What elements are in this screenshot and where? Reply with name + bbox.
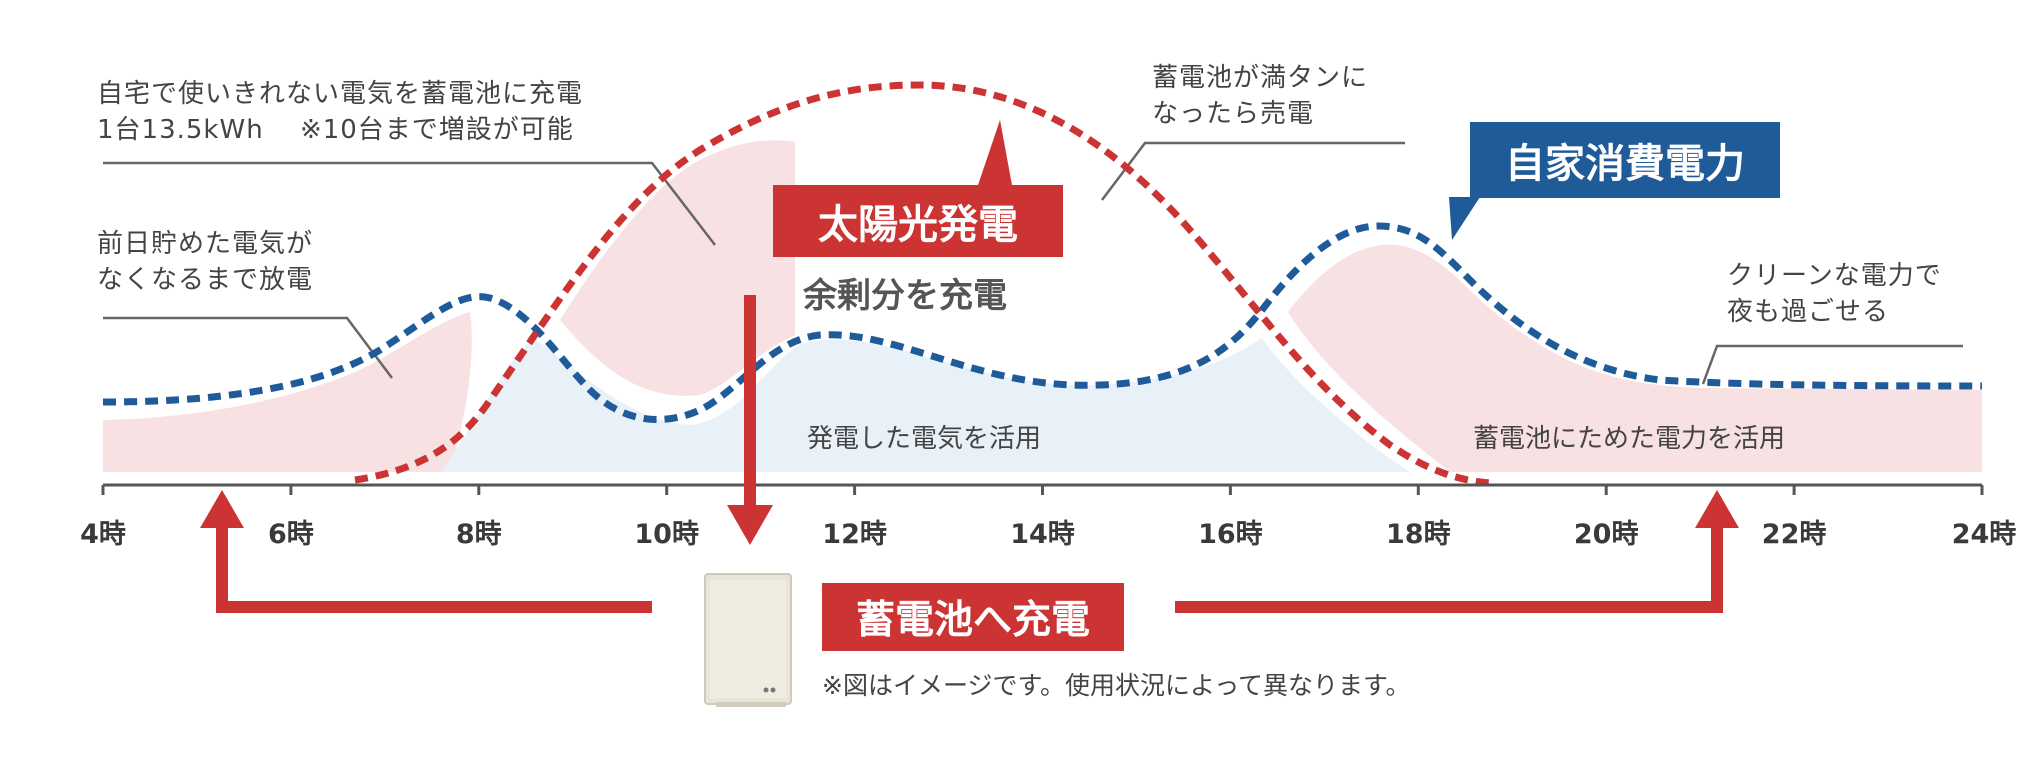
use-stored-label: 蓄電池にためた電力を活用 — [1473, 424, 1786, 454]
solar-badge: 太陽光発電 — [773, 185, 1063, 257]
battery-unit-icon — [704, 573, 792, 707]
solar-curve — [354, 81, 1491, 487]
surplus-charge-area — [560, 140, 795, 396]
consumption-badge: 自家消費電力 — [1470, 122, 1780, 198]
leader-clean-night — [1701, 344, 1963, 385]
clean-night-annotation: クリーンな電力で 夜も過ごせる — [1727, 261, 1942, 327]
left-flow-line — [216, 520, 652, 613]
right-flow-arrowhead — [1695, 490, 1739, 528]
generated-use-area — [440, 338, 1410, 472]
stored-use-area — [1288, 244, 1982, 472]
axis-tick-label: 14時 — [1010, 519, 1075, 550]
left-flow-arrowhead — [200, 490, 244, 528]
consumption-badge-pointer — [1449, 197, 1480, 240]
axis-tick-label: 6時 — [267, 519, 314, 550]
consumption-curve — [102, 222, 1983, 423]
use-generated-label: 発電した電気を活用 — [807, 424, 1042, 454]
morning-discharge-area — [103, 312, 472, 472]
leader-store-excess — [103, 161, 716, 246]
axis-tick-label: 24時 — [1951, 519, 2017, 550]
axis-tickmarks — [101, 485, 1984, 495]
axis-tick-label: 4時 — [80, 519, 126, 550]
right-flow-line — [1175, 520, 1723, 613]
axis-tick-label: 22時 — [1761, 519, 1827, 550]
full-sell-annotation: 蓄電池が満タンに なったら売電 — [1152, 63, 1369, 129]
leader-full-sell — [1101, 141, 1405, 201]
solar-badge-pointer — [978, 120, 1012, 185]
surplus-label: 余剰分を充電 — [803, 276, 1007, 316]
axis-tick-label: 8時 — [455, 519, 502, 550]
axis-tick-label: 18時 — [1386, 519, 1451, 550]
image-note: ※図はイメージです。使用状況によって異なります。 — [822, 671, 1411, 700]
leader-discharge — [103, 316, 393, 379]
axis-tick-label: 20時 — [1573, 519, 1639, 550]
axis-tick-label: 10時 — [634, 519, 699, 550]
discharge-annotation: 前日貯めた電気が なくなるまで放電 — [97, 229, 314, 295]
charge-badge: 蓄電池へ充電 — [822, 583, 1124, 651]
axis-tick-label: 12時 — [822, 519, 887, 550]
axis-tick-label: 16時 — [1198, 519, 1263, 550]
down-arrow-head — [727, 505, 773, 545]
store-excess-annotation: 自宅で使いきれない電気を蓄電池に充電 1台13.5kWh ※10台まで増設が可能 — [97, 79, 584, 145]
